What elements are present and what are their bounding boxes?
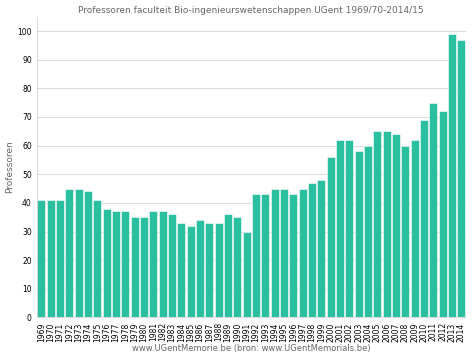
Bar: [205, 223, 213, 317]
Bar: [252, 194, 260, 317]
Bar: [430, 103, 437, 317]
Bar: [66, 188, 73, 317]
Bar: [243, 232, 251, 317]
Bar: [177, 223, 185, 317]
Bar: [149, 211, 157, 317]
Bar: [457, 39, 465, 317]
Bar: [93, 200, 101, 317]
Bar: [364, 146, 372, 317]
Bar: [224, 214, 232, 317]
Bar: [56, 200, 64, 317]
Bar: [47, 200, 55, 317]
Bar: [75, 188, 83, 317]
Bar: [448, 34, 456, 317]
Bar: [84, 191, 92, 317]
Bar: [131, 217, 139, 317]
Bar: [327, 157, 335, 317]
Bar: [103, 209, 110, 317]
X-axis label: www.UGentMemorie.be (bron: www.UGentMemorials.be): www.UGentMemorie.be (bron: www.UGentMemo…: [132, 344, 371, 354]
Bar: [354, 151, 362, 317]
Bar: [121, 211, 129, 317]
Bar: [159, 211, 167, 317]
Bar: [168, 214, 176, 317]
Bar: [420, 120, 428, 317]
Bar: [187, 226, 194, 317]
Y-axis label: Professoren: Professoren: [6, 141, 15, 194]
Bar: [373, 131, 381, 317]
Bar: [280, 188, 288, 317]
Bar: [196, 220, 204, 317]
Bar: [37, 200, 45, 317]
Bar: [346, 140, 353, 317]
Bar: [270, 188, 278, 317]
Bar: [383, 131, 390, 317]
Bar: [336, 140, 344, 317]
Bar: [112, 211, 120, 317]
Bar: [438, 111, 447, 317]
Bar: [215, 223, 223, 317]
Bar: [317, 180, 325, 317]
Bar: [140, 217, 148, 317]
Bar: [289, 194, 297, 317]
Bar: [401, 146, 409, 317]
Bar: [411, 140, 419, 317]
Title: Professoren faculteit Bio-ingenieurswetenschappen UGent 1969/70-2014/15: Professoren faculteit Bio-ingenieurswete…: [78, 5, 424, 15]
Bar: [392, 134, 400, 317]
Bar: [233, 217, 241, 317]
Bar: [308, 183, 316, 317]
Bar: [261, 194, 269, 317]
Bar: [299, 188, 307, 317]
